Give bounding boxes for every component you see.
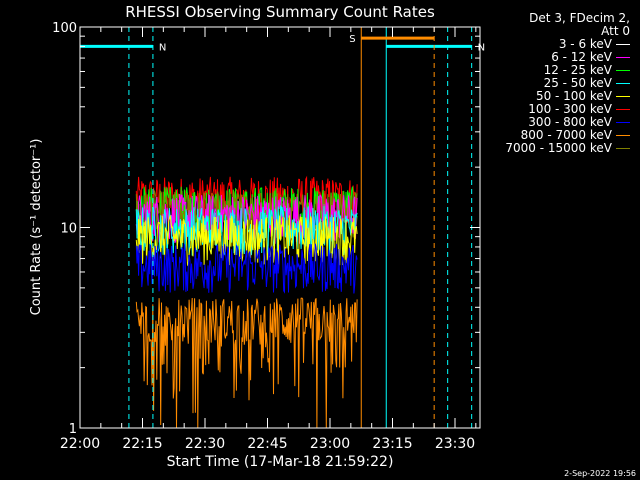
legend: Det 3, FDecim 2, Att 0 3 - 6 keV 6 - 12 k…	[505, 12, 630, 155]
legend-label: 6 - 12 keV	[551, 50, 612, 64]
x-tick-label-3: 22:30	[185, 436, 225, 452]
legend-label: 3 - 6 keV	[558, 37, 612, 51]
y-tick-label-3: 100	[52, 21, 77, 36]
x-axis-label: Start Time (17-Mar-18 21:59:22)	[167, 454, 394, 470]
legend-item-1: 3 - 6 keV	[505, 38, 630, 51]
x-tick-label-4: 22:45	[247, 436, 287, 452]
legend-item-7: 300 - 800 keV	[505, 116, 630, 129]
legend-swatch	[616, 122, 630, 123]
legend-item-9: 7000 - 15000 keV	[505, 142, 630, 155]
series-trace-2	[135, 193, 358, 244]
legend-item-6: 100 - 300 keV	[505, 103, 630, 116]
legend-label: 25 - 50 keV	[543, 76, 612, 90]
legend-item-8: 800 - 7000 keV	[505, 129, 630, 142]
legend-swatch	[616, 148, 630, 149]
legend-label: 800 - 7000 keV	[520, 128, 612, 142]
legend-label: 300 - 800 keV	[528, 115, 612, 129]
legend-header-line-2: Att 0	[601, 24, 630, 38]
series-trace-8	[135, 297, 358, 429]
flag-label-3: S	[349, 34, 355, 45]
x-tick-label-6: 23:15	[372, 436, 412, 452]
legend-item-2: 6 - 12 keV	[505, 51, 630, 64]
y-tick-label-1: 1	[69, 422, 77, 437]
legend-swatch	[616, 96, 630, 97]
legend-label: 100 - 300 keV	[528, 102, 612, 116]
x-tick-label-2: 22:15	[122, 436, 162, 452]
x-tick-label-5: 23:00	[310, 436, 350, 452]
data-layer	[135, 175, 358, 429]
axis-layer: 22:00 22:15 22:30 22:45 23:00 23:15 23:30 1 10 10…	[52, 21, 480, 452]
legend-swatch	[616, 135, 630, 136]
legend-swatch	[616, 70, 630, 71]
legend-item-5: 50 - 100 keV	[505, 90, 630, 103]
legend-item-4: 25 - 50 keV	[505, 77, 630, 90]
flag-label-1: N	[159, 42, 166, 53]
flag-label-2: N	[478, 42, 485, 53]
legend-item-3: 12 - 25 keV	[505, 64, 630, 77]
legend-header-line-1: Det 3, FDecim 2,	[529, 11, 630, 25]
y-axis-label: Count Rate (s⁻¹ detector⁻¹)	[29, 139, 44, 316]
x-tick-label-7: 23:30	[435, 436, 475, 452]
legend-label: 12 - 25 keV	[543, 63, 612, 77]
generation-timestamp: 2-Sep-2022 19:56	[564, 469, 636, 478]
chart-title: RHESSI Observing Summary Count Rates	[125, 3, 435, 21]
legend-label: 7000 - 15000 keV	[505, 141, 612, 155]
legend-swatch	[616, 83, 630, 84]
legend-rows: 3 - 6 keV 6 - 12 keV 12 - 25 keV 25 - 50 ke…	[505, 38, 630, 155]
series-trace-7	[135, 243, 358, 294]
legend-swatch	[616, 44, 630, 45]
legend-swatch	[616, 109, 630, 110]
y-tick-label-2: 10	[60, 222, 77, 237]
legend-label: 50 - 100 keV	[535, 89, 612, 103]
x-tick-label-1: 22:00	[60, 436, 100, 452]
legend-swatch	[616, 57, 630, 58]
